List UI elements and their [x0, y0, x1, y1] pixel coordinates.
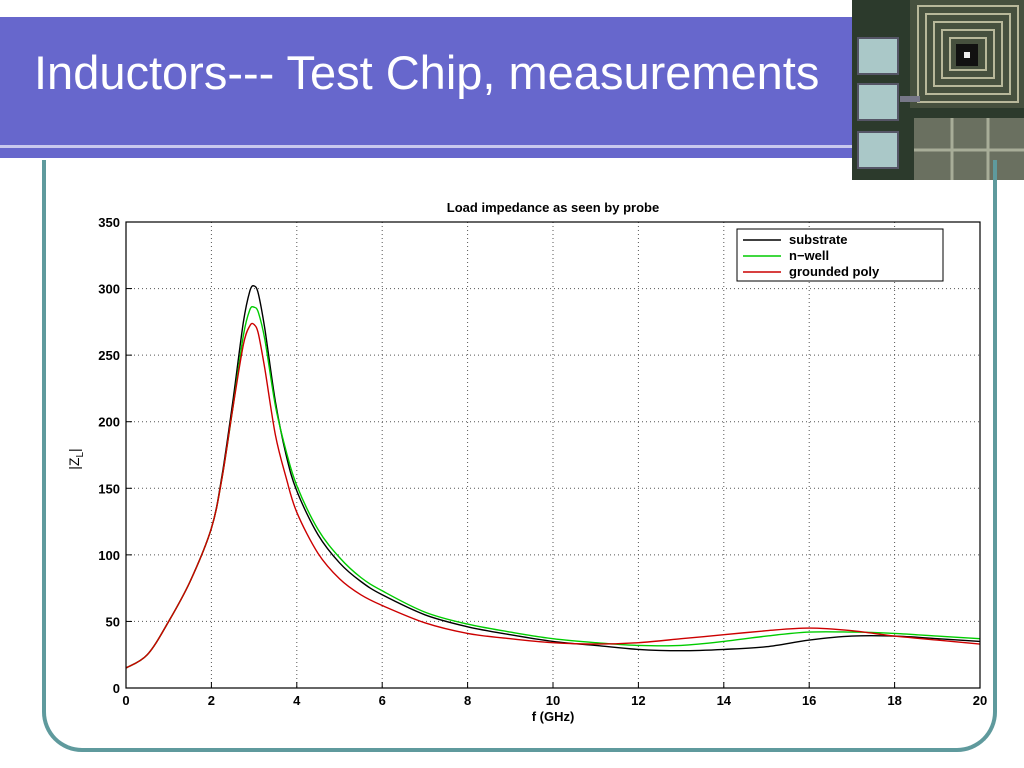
- series-line-2: [125, 322, 981, 669]
- x-tick-label: 0: [122, 693, 129, 708]
- x-tick-label: 6: [379, 693, 386, 708]
- y-tick-label: 150: [98, 481, 120, 496]
- y-tick-label: 100: [98, 548, 120, 563]
- legend-label: grounded poly: [789, 264, 880, 279]
- title-divider: [0, 145, 1024, 148]
- y-tick-label: 350: [98, 215, 120, 230]
- x-tick-label: 12: [631, 693, 645, 708]
- y-tick-label: 250: [98, 348, 120, 363]
- content-frame: [42, 160, 997, 752]
- svg-text:|ZL|: |ZL|: [66, 448, 86, 469]
- slide-title: Inductors--- Test Chip, measurements: [34, 46, 820, 99]
- y-axis-label-sub: L: [75, 452, 86, 458]
- x-tick-label: 10: [546, 693, 560, 708]
- x-axis-label: f (GHz): [532, 709, 575, 724]
- chart-series: [125, 285, 981, 669]
- legend-label: n−well: [789, 248, 829, 263]
- x-tick-label: 16: [802, 693, 816, 708]
- y-axis-label-main: |Z: [66, 457, 82, 470]
- y-tick-label: 200: [98, 415, 120, 430]
- y-axis-label-end: |: [66, 448, 82, 452]
- chart-title: Load impedance as seen by probe: [447, 200, 659, 215]
- y-tick-label: 50: [106, 614, 120, 629]
- y-tick-label: 300: [98, 282, 120, 297]
- x-tick-label: 14: [717, 693, 732, 708]
- x-tick-label: 18: [887, 693, 901, 708]
- y-axis-label: |ZL|: [66, 448, 86, 469]
- chip-photo: [852, 0, 1024, 180]
- x-tick-label: 2: [208, 693, 215, 708]
- title-band: [0, 148, 1024, 158]
- x-tick-label: 8: [464, 693, 471, 708]
- legend-label: substrate: [789, 232, 848, 247]
- x-tick-label: 20: [973, 693, 987, 708]
- x-tick-label: 4: [293, 693, 301, 708]
- chart-grid: [126, 222, 980, 688]
- series-line-1: [125, 305, 981, 669]
- y-tick-label: 0: [113, 681, 120, 696]
